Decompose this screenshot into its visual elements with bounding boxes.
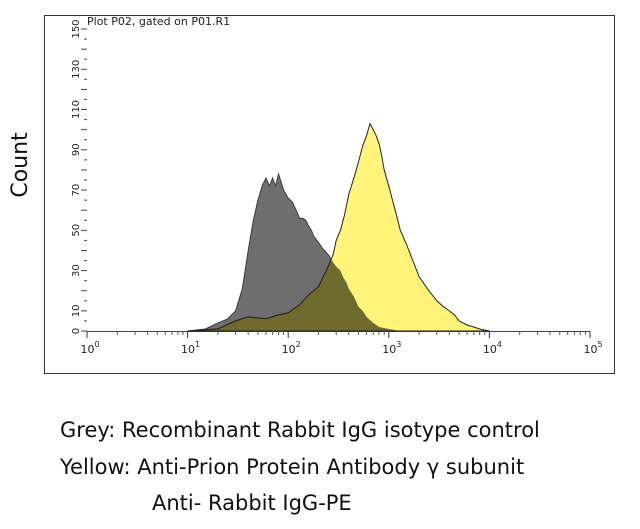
y-tick-label: 0 xyxy=(71,328,82,334)
caption-secondary: Anti- Rabbit IgG-PE xyxy=(152,491,352,515)
caption-grey: Grey: Recombinant Rabbit IgG isotype con… xyxy=(60,418,540,442)
y-tick-label: 10 xyxy=(71,305,82,318)
y-tick-label: 130 xyxy=(71,60,82,79)
y-tick-label: 90 xyxy=(71,143,82,156)
y-tick-label: 70 xyxy=(71,184,82,197)
x-tick-label: 104 xyxy=(483,340,502,356)
x-tick-label: 103 xyxy=(382,340,401,356)
chart-title: Plot P02, gated on P01.R1 xyxy=(87,15,230,28)
caption-yellow: Yellow: Anti-Prion Protein Antibody γ su… xyxy=(60,455,525,479)
x-tick-label: 100 xyxy=(80,340,99,356)
x-tick-label: 101 xyxy=(181,340,200,356)
y-tick-label: 150 xyxy=(71,19,82,38)
y-tick-label: 50 xyxy=(71,224,82,237)
x-tick-label: 102 xyxy=(282,340,301,356)
y-tick-label: 30 xyxy=(71,264,82,277)
x-tick-label: 105 xyxy=(583,340,602,356)
y-axis-label: Count xyxy=(8,132,33,198)
y-tick-label: 110 xyxy=(71,100,82,119)
plot-frame xyxy=(44,15,615,374)
series-overlap-area xyxy=(187,174,401,331)
histogram-chart: Plot P02, gated on P01.R1 Count 100 101 10… xyxy=(8,15,615,374)
